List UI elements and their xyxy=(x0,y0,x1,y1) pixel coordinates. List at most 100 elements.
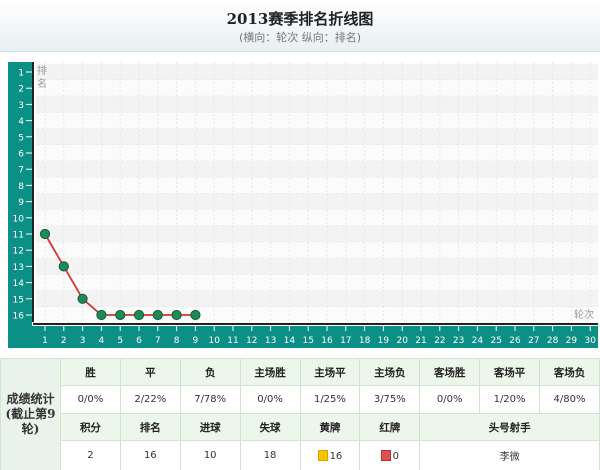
stat-value-away-draws: 1/20% xyxy=(479,385,540,414)
grid-row xyxy=(36,144,598,162)
grid-row xyxy=(36,177,598,194)
red-card-icon xyxy=(380,449,391,461)
x-tick-label: 23 xyxy=(453,336,464,346)
x-tick-label: 22 xyxy=(434,336,445,346)
y-tick-label: 3 xyxy=(18,101,24,111)
y-tick-label: 10 xyxy=(13,214,25,224)
y-tick-label: 6 xyxy=(18,150,24,160)
grid-row xyxy=(36,112,598,129)
grid-row xyxy=(36,128,598,145)
x-tick-label: 2 xyxy=(61,336,67,346)
stat-value-losses: 7/78% xyxy=(179,385,241,414)
x-tick-label: 11 xyxy=(227,336,238,346)
yellow-card-count: 16 xyxy=(329,450,343,462)
stat-header-draws: 平 xyxy=(119,358,181,386)
stat-value-goals-for: 10 xyxy=(179,440,241,470)
x-tick-label: 20 xyxy=(396,336,408,346)
stat-header-points: 积分 xyxy=(60,413,121,441)
stat-value-wins: 0/0% xyxy=(60,385,121,414)
x-tick-label: 13 xyxy=(265,336,276,346)
y-tick-label: 12 xyxy=(13,247,24,257)
stat-header-home-losses: 主场负 xyxy=(359,358,421,386)
x-axis-band xyxy=(8,326,598,348)
rank-point xyxy=(190,309,201,321)
x-tick-label: 25 xyxy=(490,336,501,346)
stat-header-red-cards: 红牌 xyxy=(359,413,421,441)
y-tick-label: 15 xyxy=(13,295,24,305)
x-tick-label: 26 xyxy=(509,336,521,346)
y-tick-label: 9 xyxy=(18,198,24,208)
x-tick-label: 27 xyxy=(528,336,539,346)
x-tick-label: 19 xyxy=(378,336,390,346)
rank-point xyxy=(39,228,51,240)
rank-line-chart: 1 2 3 4 5 6 7 8 9 10 11 12 13 14 15 16 1 2 3 4 5 6 7 8 9 10 11 12 13… xyxy=(0,54,600,350)
grid-row xyxy=(36,209,598,226)
y-axis-band xyxy=(8,62,32,348)
stat-value-yellow-cards: 16 xyxy=(299,440,361,470)
stat-value-away-losses: 4/80% xyxy=(539,385,600,414)
stat-header-yellow-cards: 黄牌 xyxy=(299,413,361,441)
x-tick-label: 17 xyxy=(340,336,351,346)
x-tick-label: 14 xyxy=(284,336,296,346)
chart-header: 2013赛季排名折线图 (横向：轮次 纵向：排名) xyxy=(0,0,600,52)
stat-value-away-wins: 0/0% xyxy=(419,385,481,414)
page-subtitle: (横向：轮次 纵向：排名) xyxy=(238,31,362,44)
y-tick-label: 8 xyxy=(18,182,24,192)
y-tick-label: 2 xyxy=(18,85,24,95)
rank-point xyxy=(115,309,126,321)
stats-table: 成绩统计(截止第9轮) 胜 平 负 主场胜 主场平 主场负 客场胜 客场平 客场… xyxy=(0,358,600,470)
y-tick-label: 7 xyxy=(18,166,24,176)
x-tick-label: 16 xyxy=(321,336,333,346)
x-tick-label: 1 xyxy=(42,336,48,346)
x-tick-label: 10 xyxy=(208,336,220,346)
x-tick-label: 15 xyxy=(302,336,313,346)
stat-header-home-wins: 主场胜 xyxy=(239,358,301,386)
stat-header-goals-against: 失球 xyxy=(239,413,301,441)
stats-side-label: 成绩统计(截止第9轮) xyxy=(0,358,61,470)
stat-header-goals-for: 进球 xyxy=(179,413,241,441)
stat-header-away-losses: 客场负 xyxy=(539,358,600,386)
x-tick-label: 12 xyxy=(246,336,257,346)
stat-header-away-draws: 客场平 xyxy=(479,358,540,386)
y-tick-label: 11 xyxy=(13,231,24,241)
grid-row xyxy=(36,96,598,113)
stat-header-losses: 负 xyxy=(179,358,241,386)
x-tick-label: 21 xyxy=(415,336,426,346)
rank-point xyxy=(171,309,182,321)
x-tick-label: 7 xyxy=(155,336,161,346)
stat-header-away-wins: 客场胜 xyxy=(419,358,481,386)
y-tick-label: 14 xyxy=(13,279,25,289)
stat-header-rank: 排名 xyxy=(119,413,181,441)
y-tick-label: 13 xyxy=(13,263,24,273)
stat-header-wins: 胜 xyxy=(60,358,121,386)
x-tick-label: 8 xyxy=(174,336,180,346)
x-tick-label: 29 xyxy=(566,336,578,346)
stat-value-goals-against: 18 xyxy=(239,440,301,470)
grid-row xyxy=(36,193,598,210)
y-tick-label: 16 xyxy=(13,312,25,322)
x-tick-label: 24 xyxy=(472,336,484,346)
x-tick-label: 4 xyxy=(99,336,105,346)
rank-point xyxy=(96,309,107,321)
stat-value-home-draws: 1/25% xyxy=(299,385,361,414)
x-tick-label: 9 xyxy=(193,336,199,346)
stat-header-home-draws: 主场平 xyxy=(299,358,361,386)
x-tick-label: 5 xyxy=(117,336,123,346)
page-title: 2013赛季排名折线图 xyxy=(226,10,374,28)
y-axis-title: 排 xyxy=(37,64,47,77)
stat-value-top-scorer: 李微 xyxy=(419,440,600,470)
y-tick-label: 4 xyxy=(18,117,24,127)
x-tick-label: 6 xyxy=(136,336,142,346)
stat-value-draws: 2/22% xyxy=(119,385,181,414)
y-tick-label: 1 xyxy=(18,69,24,79)
stat-header-top-scorer: 头号射手 xyxy=(419,413,600,441)
y-tick-label: 5 xyxy=(18,133,24,143)
x-tick-label: 28 xyxy=(547,336,559,346)
stat-value-rank: 16 xyxy=(119,440,181,470)
stat-value-red-cards: 0 xyxy=(359,440,421,470)
stat-value-home-wins: 0/0% xyxy=(239,385,301,414)
yellow-card-icon xyxy=(317,449,328,461)
x-tick-label: 30 xyxy=(584,336,596,346)
x-tick-label: 3 xyxy=(80,336,86,346)
